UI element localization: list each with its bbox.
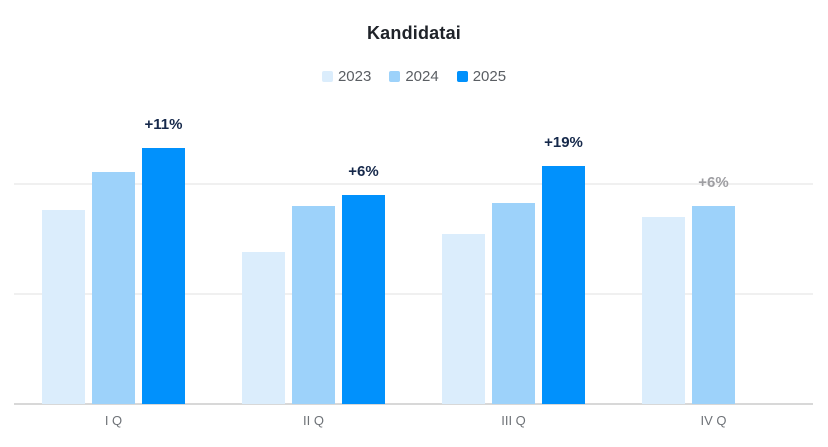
growth-annotation-i-q: +11% bbox=[144, 116, 183, 134]
legend-swatch-2024 bbox=[389, 71, 401, 82]
legend-label: 2024 bbox=[405, 68, 439, 85]
bar-2024-ii-q[interactable] bbox=[292, 205, 335, 404]
legend-label: 2023 bbox=[337, 68, 372, 85]
legend-swatch-2023 bbox=[321, 71, 333, 82]
bar-2025-i-q[interactable] bbox=[142, 148, 185, 404]
bar-2023-iii-q[interactable] bbox=[442, 234, 485, 404]
legend-label: 2025 bbox=[472, 68, 507, 85]
gridline-50 bbox=[14, 292, 813, 295]
chart-legend: 2023 2024 2025 bbox=[0, 68, 828, 85]
growth-annotation-ii-q: +6% bbox=[348, 162, 379, 180]
bar-2023-i-q[interactable] bbox=[42, 209, 85, 404]
x-axis-label-iv-q: IV Q bbox=[700, 413, 727, 428]
legend-item-2024[interactable]: 2024 bbox=[389, 68, 439, 85]
x-axis-label-i-q: I Q bbox=[104, 413, 123, 428]
gridline-100 bbox=[14, 182, 813, 185]
x-axis-label-iii-q: III Q bbox=[501, 413, 526, 428]
bar-2025-ii-q[interactable] bbox=[342, 194, 385, 404]
growth-annotation-iv-q: +6% bbox=[698, 173, 729, 191]
bar-2023-ii-q[interactable] bbox=[242, 251, 285, 404]
bar-2023-iv-q[interactable] bbox=[642, 216, 685, 404]
chart-title: Kandidatai bbox=[366, 23, 461, 43]
bar-2024-i-q[interactable] bbox=[92, 172, 135, 404]
growth-annotation-iii-q: +19% bbox=[544, 133, 583, 151]
x-axis-line bbox=[14, 403, 813, 405]
x-axis-label-ii-q: II Q bbox=[303, 413, 324, 428]
bar-2024-iii-q[interactable] bbox=[492, 203, 535, 404]
bar-2024-iv-q[interactable] bbox=[692, 205, 735, 404]
legend-item-2023[interactable]: 2023 bbox=[321, 68, 372, 85]
legend-item-2025[interactable]: 2025 bbox=[456, 68, 507, 85]
bar-2025-iii-q[interactable] bbox=[542, 165, 585, 404]
legend-swatch-2025 bbox=[456, 71, 468, 82]
